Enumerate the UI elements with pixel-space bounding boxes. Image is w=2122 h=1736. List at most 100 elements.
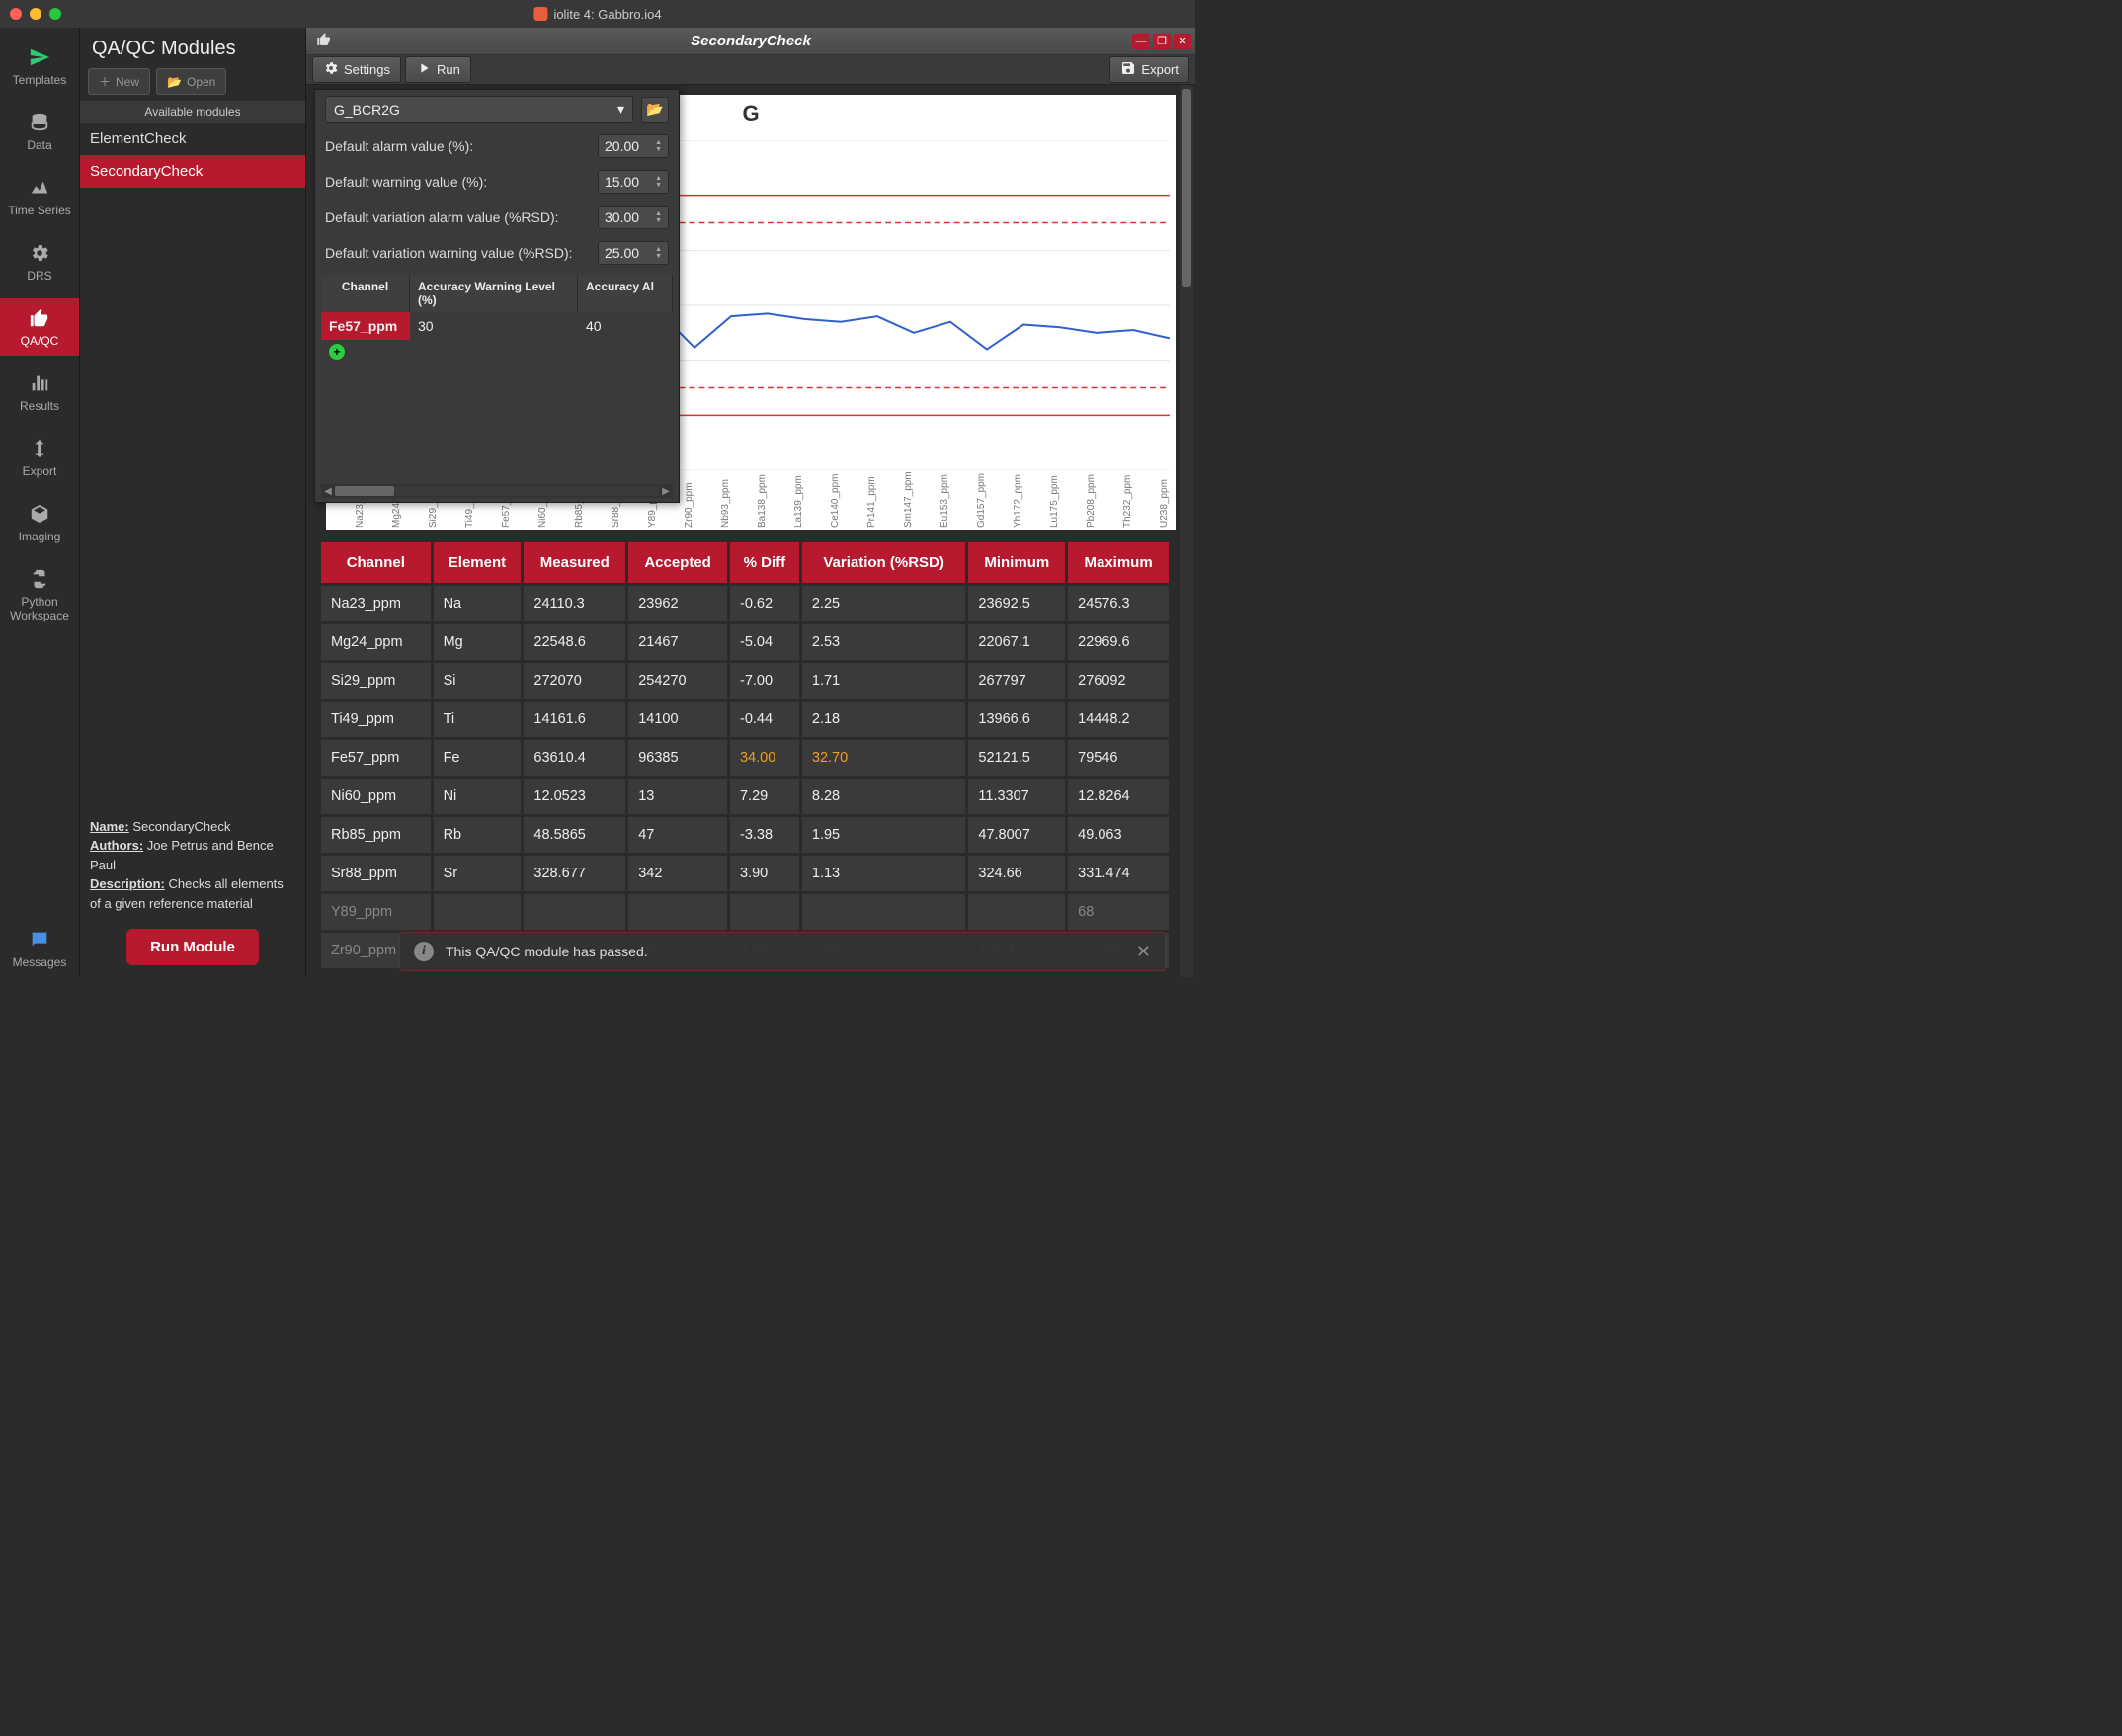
setting-label: Default warning value (%):	[325, 174, 590, 190]
table-cell: 23962	[628, 586, 727, 621]
reference-material-select[interactable]: G_BCR2G ▾	[325, 96, 633, 123]
modules-sidebar: QA/QC Modules ＋ New 📂 Open Available mod…	[79, 28, 306, 977]
x-tick-label: Ce140_ppm	[830, 474, 841, 528]
rail-label: Results	[20, 399, 59, 413]
main-v-scrollbar[interactable]	[1180, 85, 1193, 977]
rail-item-results[interactable]: Results	[0, 364, 79, 421]
panel-minimize-icon[interactable]: —	[1132, 34, 1150, 49]
popover-h-scrollbar[interactable]: ◀ ▶	[321, 484, 673, 498]
table-cell: -0.44	[730, 702, 799, 737]
spin-arrows-icon[interactable]: ▲▼	[655, 246, 662, 260]
setting-label: Default alarm value (%):	[325, 138, 590, 154]
table-row[interactable]: Fe57_ppmFe63610.49638534.0032.7052121.57…	[321, 740, 1169, 776]
table-cell: -3.38	[730, 817, 799, 853]
setting-spinbox[interactable]: 30.00▲▼	[598, 206, 669, 229]
table-row[interactable]: Si29_ppmSi272070254270-7.001.71267797276…	[321, 663, 1169, 699]
module-item[interactable]: ElementCheck	[80, 123, 305, 155]
rail-item-timeseries[interactable]: Time Series	[0, 168, 79, 225]
table-cell: 342	[628, 856, 727, 891]
table-cell: -7.00	[730, 663, 799, 699]
module-item[interactable]: SecondaryCheck	[80, 155, 305, 188]
results-table-wrap: ChannelElementMeasuredAccepted% DiffVari…	[318, 539, 1172, 977]
rail-label: Imaging	[19, 530, 61, 543]
table-cell: 3.90	[730, 856, 799, 891]
table-row[interactable]: Mg24_ppmMg22548.621467-5.042.5322067.122…	[321, 624, 1169, 660]
table-cell	[524, 894, 625, 930]
table-cell: 22969.6	[1068, 624, 1169, 660]
rail-item-qaqc[interactable]: QA/QC	[0, 298, 79, 356]
drs-icon	[29, 241, 50, 265]
meta-name-label: Name:	[90, 819, 129, 834]
override-warn: 30	[410, 312, 578, 340]
module-list: ElementCheckSecondaryCheck	[80, 123, 305, 809]
rail-label: Time Series	[8, 204, 71, 217]
table-cell	[802, 894, 966, 930]
scroll-right-icon[interactable]: ▶	[659, 486, 673, 497]
table-cell: 2.18	[802, 702, 966, 737]
spin-arrows-icon[interactable]: ▲▼	[655, 175, 662, 189]
status-toast: i This QA/QC module has passed. ✕	[399, 932, 1166, 971]
setting-label: Default variation warning value (%RSD):	[325, 245, 590, 261]
panel-titlebar: SecondaryCheck — ❐ ✕	[306, 28, 1195, 55]
thumbs-up-icon[interactable]	[306, 32, 342, 50]
run-button[interactable]: Run	[405, 56, 471, 83]
data-icon	[29, 111, 50, 134]
close-window-icon[interactable]	[10, 8, 22, 20]
save-icon	[1120, 60, 1136, 79]
refmat-value: G_BCR2G	[334, 102, 400, 118]
x-tick-label: Th232_ppm	[1122, 475, 1133, 528]
timeseries-icon	[29, 176, 50, 200]
table-row[interactable]: Rb85_ppmRb48.586547-3.381.9547.800749.06…	[321, 817, 1169, 853]
rail-item-data[interactable]: Data	[0, 103, 79, 160]
table-row[interactable]: Na23_ppmNa24110.323962-0.622.2523692.524…	[321, 586, 1169, 621]
rail-item-messages[interactable]: Messages	[0, 920, 79, 977]
run-module-button[interactable]: Run Module	[126, 929, 259, 965]
override-row[interactable]: Fe57_ppm 30 40	[321, 312, 673, 340]
table-row[interactable]: Y89_ppm68	[321, 894, 1169, 930]
run-label: Run	[437, 62, 460, 77]
rail-item-export[interactable]: Export	[0, 429, 79, 486]
minimize-window-icon[interactable]	[30, 8, 41, 20]
export-button[interactable]: Export	[1109, 56, 1189, 83]
setting-spinbox[interactable]: 15.00▲▼	[598, 170, 669, 194]
toast-close-icon[interactable]: ✕	[1136, 942, 1151, 962]
results-header: Channel	[321, 542, 431, 583]
table-row[interactable]: Ti49_ppmTi14161.614100-0.442.1813966.614…	[321, 702, 1169, 737]
table-cell: 267797	[968, 663, 1065, 699]
settings-button[interactable]: Settings	[312, 56, 401, 83]
table-cell: -0.62	[730, 586, 799, 621]
spin-arrows-icon[interactable]: ▲▼	[655, 139, 662, 153]
override-alarm: 40	[578, 312, 673, 340]
panel-maximize-icon[interactable]: ❐	[1153, 34, 1171, 49]
table-cell: 14100	[628, 702, 727, 737]
rail-item-drs[interactable]: DRS	[0, 233, 79, 290]
play-icon	[416, 60, 432, 79]
spin-arrows-icon[interactable]: ▲▼	[655, 210, 662, 224]
table-row[interactable]: Ni60_ppmNi12.0523137.298.2811.330712.826…	[321, 779, 1169, 814]
chevron-down-icon: ▾	[617, 101, 624, 118]
nav-rail: Templates Data Time Series DRS QA/QC Results E…	[0, 28, 79, 977]
add-override-button[interactable]: +	[329, 344, 345, 360]
table-cell: 1.13	[802, 856, 966, 891]
table-row[interactable]: Sr88_ppmSr328.6773423.901.13324.66331.47…	[321, 856, 1169, 891]
panel-title: SecondaryCheck	[691, 33, 811, 49]
templates-icon	[29, 45, 50, 69]
table-cell: Sr88_ppm	[321, 856, 431, 891]
new-module-button[interactable]: ＋ New	[88, 68, 150, 95]
panel-close-icon[interactable]: ✕	[1174, 34, 1191, 49]
table-cell: Si29_ppm	[321, 663, 431, 699]
rail-label: Templates	[13, 73, 67, 87]
table-cell: 22548.6	[524, 624, 625, 660]
setting-spinbox[interactable]: 20.00▲▼	[598, 134, 669, 158]
scroll-left-icon[interactable]: ◀	[321, 486, 335, 497]
open-module-button[interactable]: 📂 Open	[156, 68, 226, 95]
rail-item-imaging[interactable]: Imaging	[0, 494, 79, 551]
setting-spinbox[interactable]: 25.00▲▼	[598, 241, 669, 265]
table-cell: 49.063	[1068, 817, 1169, 853]
results-header: Variation (%RSD)	[802, 542, 966, 583]
maximize-window-icon[interactable]	[49, 8, 61, 20]
rail-item-python[interactable]: Python Workspace	[0, 559, 79, 630]
rail-item-templates[interactable]: Templates	[0, 38, 79, 95]
browse-refmat-button[interactable]: 📂	[641, 97, 669, 123]
table-cell: 21467	[628, 624, 727, 660]
